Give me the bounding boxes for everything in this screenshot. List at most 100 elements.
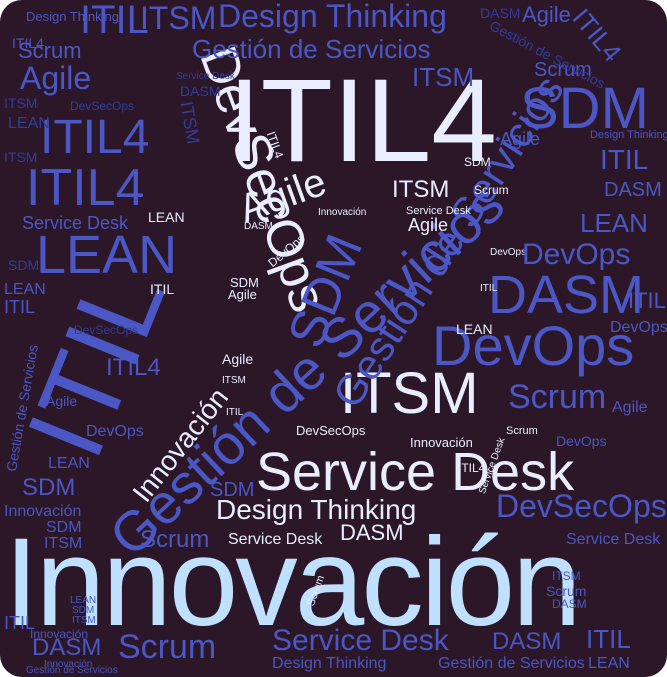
word-innovacion-bottom-left: Innovación [30,627,89,641]
word-itil-center-mid: ITIL [226,407,244,418]
word-agile-left-lower: Agile [46,393,78,409]
word-lean-left-bottom: LEAN [48,455,90,472]
word-scrum-bottom: Scrum [118,628,217,666]
word-service-desk-bottom: Service Desk [272,624,449,657]
word-itil4-left-middle: ITIL4 [106,354,161,381]
word-itsm-small-left: ITSM [4,95,38,111]
word-itil-center-small: ITIL [150,281,175,297]
word-devops-large: DevOps [432,314,635,377]
word-sdm-left-small: SDM [8,257,40,273]
word-devops-left-lower: DevOps [86,423,144,440]
word-itil4-top-right: ITIL4 [566,2,628,68]
word-service-desk-large: Service Desk [256,442,575,502]
word-lean-right: LEAN [580,208,648,238]
word-innovacion-center-small: Innovación [318,207,367,218]
word-lean-left-small: LEAN [8,115,50,132]
word-itsm-top: ITSM [140,0,217,36]
word-dasm-right: DASM [604,179,662,201]
word-scrum-left-lower: Scrum [140,526,210,553]
word-itil4-left-lower: ITIL4 [26,159,145,217]
word-itsm-rotated-left: ITSM [176,99,204,146]
word-service-desk-center-small: Service Desk [406,205,471,217]
word-dasm-left: DASM [180,83,221,99]
word-devsecops-center-small: DevSecOps [296,423,366,438]
word-lean-bottom: LEAN [588,655,630,672]
word-lean-bottom-left-col: LEAN [70,595,97,606]
word-design-thinking-right: Design Thinking [590,129,667,141]
word-sdm-left-bottom-small: SDM [46,519,82,536]
word-devsecops-right: DevSecOps [496,488,667,524]
word-itil-bottom-left: ITIL [4,613,36,633]
word-itil-left-middle: ITIL [4,297,36,317]
word-design-thinking-bottom: Design Thinking [272,655,387,672]
word-service-desk-left: Service Desk [22,213,129,233]
word-scrum-right: Scrum [508,378,607,416]
word-dasm-center-lower: DASM [340,520,404,545]
word-agile-left: Agile [20,60,92,96]
word-dasm-bottom: DASM [492,628,562,655]
word-scrum-center: Scrum [474,183,509,197]
word-service-desk-right: Service Desk [566,531,661,548]
word-agile-top: Agile [522,2,571,27]
word-lean-left: LEAN [36,225,178,285]
word-devops-right-lower: DevOps [556,433,607,449]
word-sdm-left-lower-center: SDM [210,479,255,501]
word-itsm-bottom-left-col: ITSM [72,615,96,626]
word-dasm-center-small: DASM [244,221,273,232]
word-innovacion-left-bottom: Innovación [4,503,82,520]
word-gestion-servicios-bottom-left: Gestión de Servicios [26,665,118,676]
word-sdm-bottom-left-col: SDM [72,605,95,616]
word-agile-right-lower: Agile [612,399,648,416]
word-devsecops-left-middle: DevSecOps [74,323,139,337]
word-dasm-bottom-left: DASM [32,634,102,661]
word-lean-left-lower: LEAN [4,281,46,298]
word-itil-top: ITIL [80,0,149,42]
word-agile-right: Agile [500,129,541,149]
word-itil4-left-top: ITIL4 [12,35,44,51]
word-itil4-rotated-lower: ITIL4 [458,461,486,475]
word-agile-center-small: Agile [408,215,449,235]
word-design-thinking-center: Design Thinking [216,494,417,525]
word-service-desk-center-lower: Service Desk [228,531,323,548]
word-service-desk-small-left: Service Desk [176,71,235,82]
word-scrum-bottom-right: Scrum [546,583,587,599]
word-gestion-servicios-bottom: Gestión de Servicios [438,655,585,672]
word-itil-bottom: ITIL [586,624,631,654]
word-innovacion-bottom-small: Innovación [44,659,93,670]
word-itil4-large: ITIL4 [228,55,497,187]
word-devops-right-small: DevOps [610,319,667,336]
word-itil-right: ITIL [600,144,649,175]
word-agile-center-tiny: Agile [228,287,257,302]
word-dasm-large: DASM [488,265,645,325]
word-itsm-upper: ITSM [412,62,475,92]
word-sdm-center-small: SDM [230,275,259,290]
word-scrum-top-left: Scrum [18,38,82,63]
word-innovacion-center-lower: Innovación [410,435,473,450]
word-scrum-top-right: Scrum [534,59,592,81]
word-itil4-left-mid: ITIL4 [40,111,150,164]
word-innovacion-large: Innovación [4,513,582,652]
word-sdm-center-right: SDM [464,155,491,169]
word-design-thinking-top-large: Design Thinking [218,0,447,34]
word-itsm-center: ITSM [392,176,450,203]
word-design-thinking-top: Design Thinking [26,9,119,24]
word-dasm-bottom-right: DASM [552,597,587,611]
word-devops-right: DevOps [522,238,631,271]
word-devops-center-right: DevOps [490,247,527,258]
word-scrum-center-lower: Scrum [506,425,538,437]
word-lean-center-right: LEAN [456,321,493,337]
word-itil-center-right-small: ITIL [480,283,498,294]
word-agile-center-mid: Agile [222,351,254,367]
word-itsm-center-mid: ITSM [222,375,246,386]
word-dasm-top: DASM [480,5,521,21]
word-itil-right-small: ITIL [628,288,666,313]
word-itsm-large: ITSM [340,361,479,426]
word-itsm-left-small2: ITSM [4,149,38,165]
word-lean-center: LEAN [148,209,185,225]
word-gestion-servicios-top: Gestión de Servicios [192,34,431,64]
word-sdm-left-bottom: SDM [22,474,76,501]
word-itsm-left-bottom: ITSM [44,535,83,552]
word-itsm-bottom-right: ITSM [552,569,581,583]
word-sdm-large: SDM [520,76,649,141]
